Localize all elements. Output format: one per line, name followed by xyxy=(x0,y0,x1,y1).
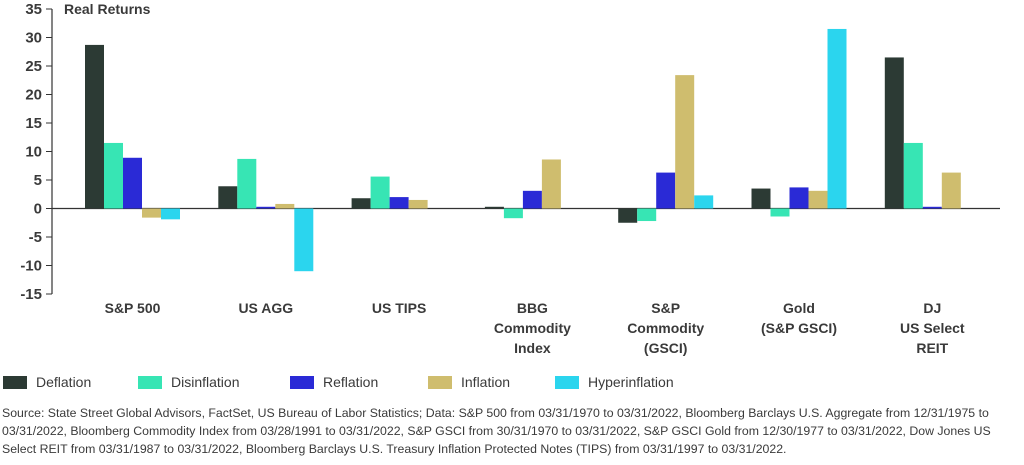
x-category-label: S&P 500 xyxy=(105,300,161,316)
x-category-label: US AGG xyxy=(238,300,293,316)
bar-reflation-5 xyxy=(789,187,809,209)
bar-reflation-2 xyxy=(389,197,409,209)
bar-reflation-4 xyxy=(656,172,676,209)
legend-label: Disinflation xyxy=(171,374,240,390)
bar-inflation-3 xyxy=(541,159,561,209)
bar-hyperinflation-0 xyxy=(161,208,180,220)
legend-item-reflation: Reflation xyxy=(290,372,378,392)
bar-deflation-5 xyxy=(751,188,771,209)
legend-label: Inflation xyxy=(461,374,511,390)
legend-label: Reflation xyxy=(323,374,379,390)
x-category-label: (GSCI) xyxy=(644,340,688,356)
y-tick-label: 0 xyxy=(34,201,42,218)
y-tick-label: 5 xyxy=(34,172,42,189)
bar-inflation-0 xyxy=(142,208,161,218)
x-category-label: US TIPS xyxy=(372,300,426,316)
legend-label: Deflation xyxy=(36,374,92,390)
bar-hyperinflation-5 xyxy=(827,28,847,209)
x-category-label: DJ xyxy=(923,300,941,316)
legend-label: Hyperinflation xyxy=(588,374,674,390)
legend-swatch xyxy=(555,375,579,389)
bar-hyperinflation-1 xyxy=(294,208,314,272)
chart-legend: Deflation Disinflation Reflation Inflation H… xyxy=(0,372,1024,392)
bar-disinflation-3 xyxy=(503,208,523,219)
bar-deflation-4 xyxy=(618,208,638,223)
bar-disinflation-2 xyxy=(370,176,390,209)
bar-chart: 35 30 25 20 15 10 5 0 -5 -10 -15 Real Returns S&P 50… xyxy=(20,1,1000,356)
bar-deflation-1 xyxy=(218,186,238,209)
bar-reflation-0 xyxy=(123,157,142,209)
bar-reflation-6 xyxy=(922,206,942,209)
x-category-label: US Select xyxy=(900,320,965,336)
x-category-label: Commodity xyxy=(627,320,704,336)
bar-disinflation-0 xyxy=(104,142,123,209)
legend-item-disinflation: Disinflation xyxy=(138,372,239,392)
bar-inflation-1 xyxy=(275,203,295,209)
bar-reflation-3 xyxy=(522,190,542,209)
y-tick-label: 35 xyxy=(25,1,42,18)
y-tick-label: -5 xyxy=(29,229,42,246)
bar-reflation-1 xyxy=(256,206,276,209)
bar-inflation-5 xyxy=(808,190,828,209)
bar-deflation-3 xyxy=(484,206,504,209)
legend-item-hyperinflation: Hyperinflation xyxy=(555,372,674,392)
y-tick-label: -10 xyxy=(20,258,42,275)
legend-swatch xyxy=(138,375,162,389)
bar-hyperinflation-4 xyxy=(694,195,714,209)
legend-item-deflation: Deflation xyxy=(3,372,91,392)
legend-item-inflation: Inflation xyxy=(428,372,510,392)
bar-inflation-6 xyxy=(941,172,961,209)
x-category-label: Commodity xyxy=(494,320,571,336)
bar-deflation-0 xyxy=(85,44,104,209)
y-tick-label: -15 xyxy=(20,286,42,303)
legend-swatch xyxy=(290,375,314,389)
y-tick-label: 20 xyxy=(25,87,42,104)
bar-inflation-4 xyxy=(675,75,695,209)
y-tick-label: 15 xyxy=(25,115,42,132)
x-category-label: S&P xyxy=(651,300,680,316)
bar-deflation-6 xyxy=(884,57,904,209)
x-category-label: Index xyxy=(514,340,551,356)
bar-disinflation-5 xyxy=(770,208,790,217)
x-category-label: Gold xyxy=(783,300,815,316)
bar-deflation-2 xyxy=(351,198,371,209)
bar-disinflation-4 xyxy=(637,208,657,222)
x-category-label: BBG xyxy=(517,300,548,316)
x-category-label: REIT xyxy=(916,340,948,356)
bar-disinflation-6 xyxy=(903,142,923,209)
y-axis-title: Real Returns xyxy=(64,1,151,17)
bar-inflation-2 xyxy=(408,199,428,209)
y-tick-label: 25 xyxy=(25,58,42,75)
x-category-label: (S&P GSCI) xyxy=(761,320,837,336)
legend-swatch xyxy=(428,375,452,389)
bar-disinflation-1 xyxy=(237,158,257,209)
y-tick-label: 10 xyxy=(25,144,42,161)
source-note: Source: State Street Global Advisors, Fa… xyxy=(2,406,991,456)
legend-swatch xyxy=(3,375,27,389)
y-tick-label: 30 xyxy=(25,30,42,47)
